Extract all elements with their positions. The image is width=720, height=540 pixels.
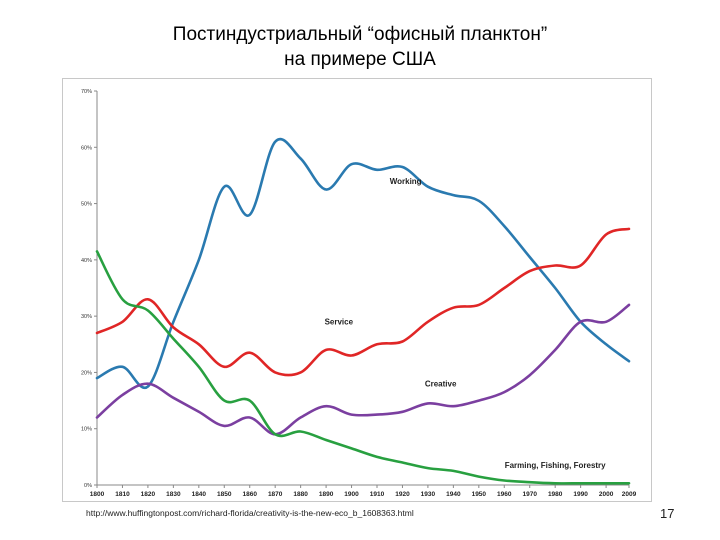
series-label-working: Working (390, 177, 422, 186)
x-tick-label: 2009 (622, 491, 637, 498)
slide-title: Постиндустриальный “офисный планктон” на… (0, 22, 720, 72)
x-tick-label: 1830 (166, 491, 181, 498)
x-tick-label: 1900 (344, 491, 359, 498)
series-line-service (95, 227, 631, 377)
series-line-creative (95, 303, 631, 436)
x-tick-label: 1940 (446, 491, 461, 498)
source-link[interactable]: http://www.huffingtonpost.com/richard-fl… (86, 508, 414, 518)
x-tick-label: 1920 (395, 491, 410, 498)
chart-area: 0% 10% 20% 30% 40% 50% 60% 70% 1800 1810 1820 1830 1… (62, 78, 652, 502)
slide-title-line1: Постиндустриальный “офисный планктон” (172, 24, 548, 45)
x-tick-label: 1970 (522, 491, 537, 498)
y-tick-label: 0% (84, 483, 92, 489)
x-tick-label: 1870 (268, 491, 283, 498)
y-tick-label: 70% (81, 89, 92, 95)
line-chart: 0% 10% 20% 30% 40% 50% 60% 70% 1800 1810 1820 1830 1… (81, 89, 637, 498)
x-tick-label: 1930 (421, 491, 436, 498)
x-tick-label: 1960 (497, 491, 512, 498)
x-tick-label: 1820 (141, 491, 156, 498)
x-tick-label: 1880 (293, 491, 308, 498)
x-tick-label: 1800 (90, 491, 105, 498)
x-tick-label: 1840 (192, 491, 207, 498)
x-tick-label: 1890 (319, 491, 334, 498)
series-line-farming-fishing-forestry (95, 250, 631, 485)
series-label-creative: Creative (425, 380, 457, 389)
series-label-farming-fishing-forestry: Farming, Fishing, Forestry (505, 461, 606, 470)
y-tick-label: 20% (81, 370, 92, 376)
y-tick-label: 10% (81, 427, 92, 433)
y-tick-label: 60% (81, 145, 92, 151)
y-tick-label: 30% (81, 314, 92, 320)
x-tick-label: 2000 (599, 491, 614, 498)
slide-title-line2: на примере США (284, 49, 436, 70)
x-tick-label: 1950 (472, 491, 487, 498)
x-tick-label: 1810 (115, 491, 130, 498)
series-label-service: Service (325, 318, 354, 327)
x-tick-label: 1990 (573, 491, 588, 498)
x-tick-label: 1910 (370, 491, 385, 498)
x-tick-label: 1850 (217, 491, 232, 498)
x-tick-label: 1860 (242, 491, 257, 498)
page-number: 17 (660, 506, 675, 521)
y-tick-label: 40% (81, 258, 92, 264)
y-tick-label: 50% (81, 202, 92, 208)
x-tick-label: 1980 (548, 491, 563, 498)
